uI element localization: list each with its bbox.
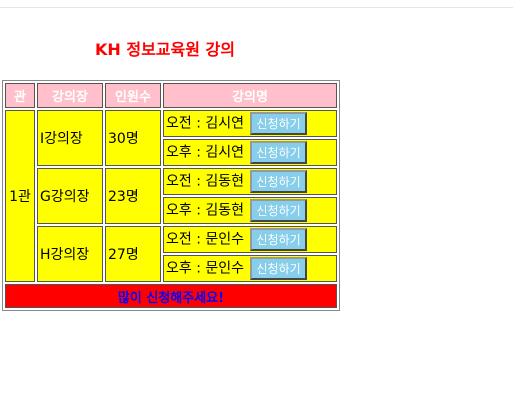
lecture-label: 오전 : 김시연 [166,115,245,132]
count-cell: 23명 [105,168,161,224]
footer-row: 많이 신청해주세요! [5,284,337,308]
apply-button[interactable]: 신청하기 [250,199,307,222]
table-row: 오후 : 김시연 신청하기 [5,139,337,166]
table-row: 1관 I강의장 30명 오전 : 김시연 신청하기 [5,110,337,282]
lecture-label: 오후 : 김동현 [166,202,245,219]
table-row: H강의장 27명 오전 : 문인수 신청하기 [5,226,337,282]
count-cell: 30명 [105,110,161,166]
room-cell: H강의장 [37,226,103,282]
lecture-label: 오전 : 문인수 [166,231,245,248]
header-lecture: 강의명 [163,83,337,108]
lecture-cell: 오전 : 김시연 신청하기 [163,110,337,137]
header-hall: 관 [5,83,35,108]
lecture-cell: 오후 : 김동현 신청하기 [163,197,337,224]
hall-cell: 1관 [5,110,35,282]
page-title: KH 정보교육원 강의 [95,40,235,59]
table-row: G강의장 23명 오전 : 김동현 신청하기 [5,168,337,224]
footer-message: 많이 신청해주세요! [5,284,337,308]
lecture-label: 오후 : 김시연 [166,144,245,161]
table-row: 오후 : 문인수 신청하기 [5,255,337,282]
apply-button[interactable]: 신청하기 [250,112,307,135]
count-cell: 27명 [105,226,161,282]
lecture-cell: 오전 : 김동현 신청하기 [163,168,337,195]
table-row: 오후 : 김동현 신청하기 [5,197,337,224]
header-row: 관 강의장 인원수 강의명 [5,83,337,108]
apply-button[interactable]: 신청하기 [250,170,307,193]
apply-button[interactable]: 신청하기 [250,228,307,251]
lecture-table: 관 강의장 인원수 강의명 1관 I강의장 30명 오전 : 김시연 신청하기 … [2,80,340,311]
apply-button[interactable]: 신청하기 [250,257,307,280]
header-room: 강의장 [37,83,103,108]
lecture-cell: 오전 : 문인수 신청하기 [163,226,337,253]
room-cell: I강의장 [37,110,103,166]
apply-button[interactable]: 신청하기 [250,141,307,164]
lecture-label: 오후 : 문인수 [166,260,245,277]
lecture-cell: 오후 : 문인수 신청하기 [163,255,337,282]
top-divider [0,7,513,8]
lecture-cell: 오후 : 김시연 신청하기 [163,139,337,166]
header-count: 인원수 [105,83,161,108]
lecture-label: 오전 : 김동현 [166,173,245,190]
room-cell: G강의장 [37,168,103,224]
